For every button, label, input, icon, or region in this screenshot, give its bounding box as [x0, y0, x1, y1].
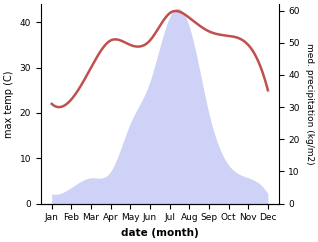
Y-axis label: max temp (C): max temp (C) [4, 70, 14, 138]
Y-axis label: med. precipitation (kg/m2): med. precipitation (kg/m2) [305, 43, 314, 165]
X-axis label: date (month): date (month) [121, 228, 199, 238]
